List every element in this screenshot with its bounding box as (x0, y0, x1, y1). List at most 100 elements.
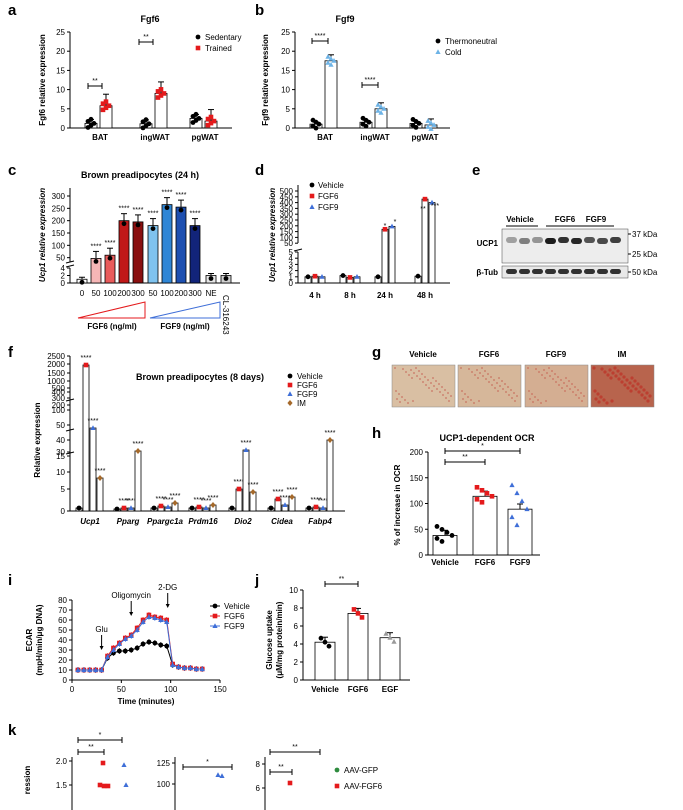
panel-g-stain-dot (514, 400, 516, 402)
panel-d-tick-label: 300 (280, 210, 294, 219)
panel-f-tick-label: 30 (56, 448, 65, 457)
panel-i-y-axis-tick-label: 0 (63, 676, 68, 685)
panel-j-y-axis-tick-label: 10 (289, 586, 298, 595)
panel-f-star: **** (241, 440, 252, 447)
panel-g-stain-dot (541, 374, 543, 376)
panel-g-stain-dot (491, 384, 493, 386)
panel-f-point (90, 425, 96, 430)
panel-f-star: **** (95, 468, 106, 475)
panel-b-point (328, 56, 334, 61)
panel-a-point (161, 91, 167, 96)
panel-f-legend-fgf9: FGF9 (297, 390, 318, 399)
panel-f-point (289, 494, 295, 500)
panel-i-point (158, 617, 164, 622)
panel-f-letter: f (8, 344, 14, 361)
panel-g-stain-dot (510, 389, 512, 391)
panel-h-point (434, 524, 440, 529)
panel-f-point (151, 505, 157, 511)
panel-d-point (347, 275, 353, 280)
panel-g-stain-dot (499, 385, 501, 387)
panel-d-legend-fgf6: FGF6 (318, 192, 339, 201)
panel-h-x-label-vehicle: Vehicle (431, 558, 459, 567)
panel-d-x-label: 4 h (309, 291, 321, 300)
panel-g-image-fgf6 (457, 364, 522, 408)
panel-h-sig-fgf6-label: ** (462, 454, 468, 461)
panel-a-sig-ingwat-label: ** (143, 34, 149, 41)
panel-c-point (93, 259, 99, 264)
panel-g-stain-dot (502, 388, 504, 390)
panel-a-point (155, 95, 161, 100)
panel-e-tub-band (597, 269, 608, 274)
panel-b-y-axis-tick-label: 20 (281, 47, 290, 56)
panel-d-axis-break (293, 248, 303, 252)
panel-a-point (88, 116, 94, 122)
panel-c-y-label: Ucp1 relative expression (38, 188, 47, 282)
panel-c-tick-label: 300 (52, 192, 66, 201)
panel-f-legend-vehicle: Vehicle (297, 372, 323, 381)
panel-g-stain-dot (552, 378, 554, 380)
panel-g-stain-dot (418, 370, 420, 372)
panel-d-tick-label: 5 (289, 248, 294, 257)
panel-d-point (382, 226, 388, 232)
panel-g-stain-dot (558, 384, 560, 386)
panel-f-point (114, 506, 120, 512)
panel-g-stain-dot (490, 376, 492, 378)
panel-g-stain-dot (430, 382, 432, 384)
panel-e-letter: e (472, 162, 480, 179)
panel-b-bar (324, 60, 338, 129)
panel-g-stain-dot (398, 393, 400, 395)
panel-j-bar (379, 637, 401, 681)
panel-f-bar (82, 364, 90, 512)
panel-h-title: UCP1-dependent OCR (439, 433, 535, 443)
panel-f-star: **** (156, 496, 167, 503)
panel-g-stain-dot (580, 392, 582, 394)
panel-f-tick-label: 50 (56, 421, 65, 430)
panel-a-point (106, 103, 112, 109)
panel-b-point (431, 122, 437, 127)
panel-d-point (415, 273, 421, 279)
panel-c-point (178, 207, 184, 213)
panel-i-point (75, 667, 81, 672)
panel-c-bar (118, 220, 130, 284)
panel-g-stain-dot (634, 387, 638, 391)
panel-b-y-label: Fgf9 relative expression (261, 34, 270, 126)
panel-a-y-axis-tick-label: 5 (61, 105, 66, 114)
panel-f-star: **** (81, 355, 92, 362)
panel-g-stain-dot (532, 401, 534, 403)
panel-e-row-tub: β-Tub (476, 268, 498, 277)
panel-k-letter: k (8, 722, 17, 739)
panel-k-y-label: ression (23, 766, 32, 795)
panel-j-point (391, 638, 397, 644)
panel-g-stain-dot (581, 400, 583, 402)
panel-c-star: **** (119, 206, 130, 213)
panel-i-point (170, 662, 176, 667)
panel-c-letter: c (8, 162, 16, 179)
panel-e-ucp1-band (610, 237, 621, 243)
panel-b-sig-bat-label: **** (315, 33, 326, 40)
panel-b-point (425, 118, 431, 123)
panel-g-stain-dot (623, 383, 627, 387)
panel-c-bar (189, 225, 201, 284)
panel-i-y-axis-tick-label: 10 (58, 666, 67, 675)
panel-b-point (416, 120, 422, 126)
panel-f-tick-label: 15 (56, 452, 65, 461)
panel-e-ucp1-band (506, 237, 517, 243)
panel-g-stain-dot (611, 371, 615, 375)
panel-i-point (140, 619, 146, 624)
panel-h-bar (472, 495, 498, 556)
panel-b-point (428, 120, 434, 125)
panel-f-tick-label: 200 (52, 401, 66, 410)
panel-k-sig-4-label: ** (292, 744, 298, 751)
panel-j-letter: j (254, 572, 259, 589)
panel-g-stain-dot (577, 389, 579, 391)
panel-f-point (243, 447, 249, 452)
panel-i-y-axis-tick-label: 30 (58, 646, 67, 655)
panel-j-point (359, 615, 365, 620)
panel-a-sig-bat-label: ** (92, 78, 98, 85)
panel-g-stain-dot (394, 367, 396, 369)
panel-c-fgf6-wedge (77, 301, 146, 319)
panel-c-tick-label: 150 (52, 229, 66, 238)
panel-g-stain-dot (464, 393, 466, 395)
panel-a-point (143, 117, 149, 123)
